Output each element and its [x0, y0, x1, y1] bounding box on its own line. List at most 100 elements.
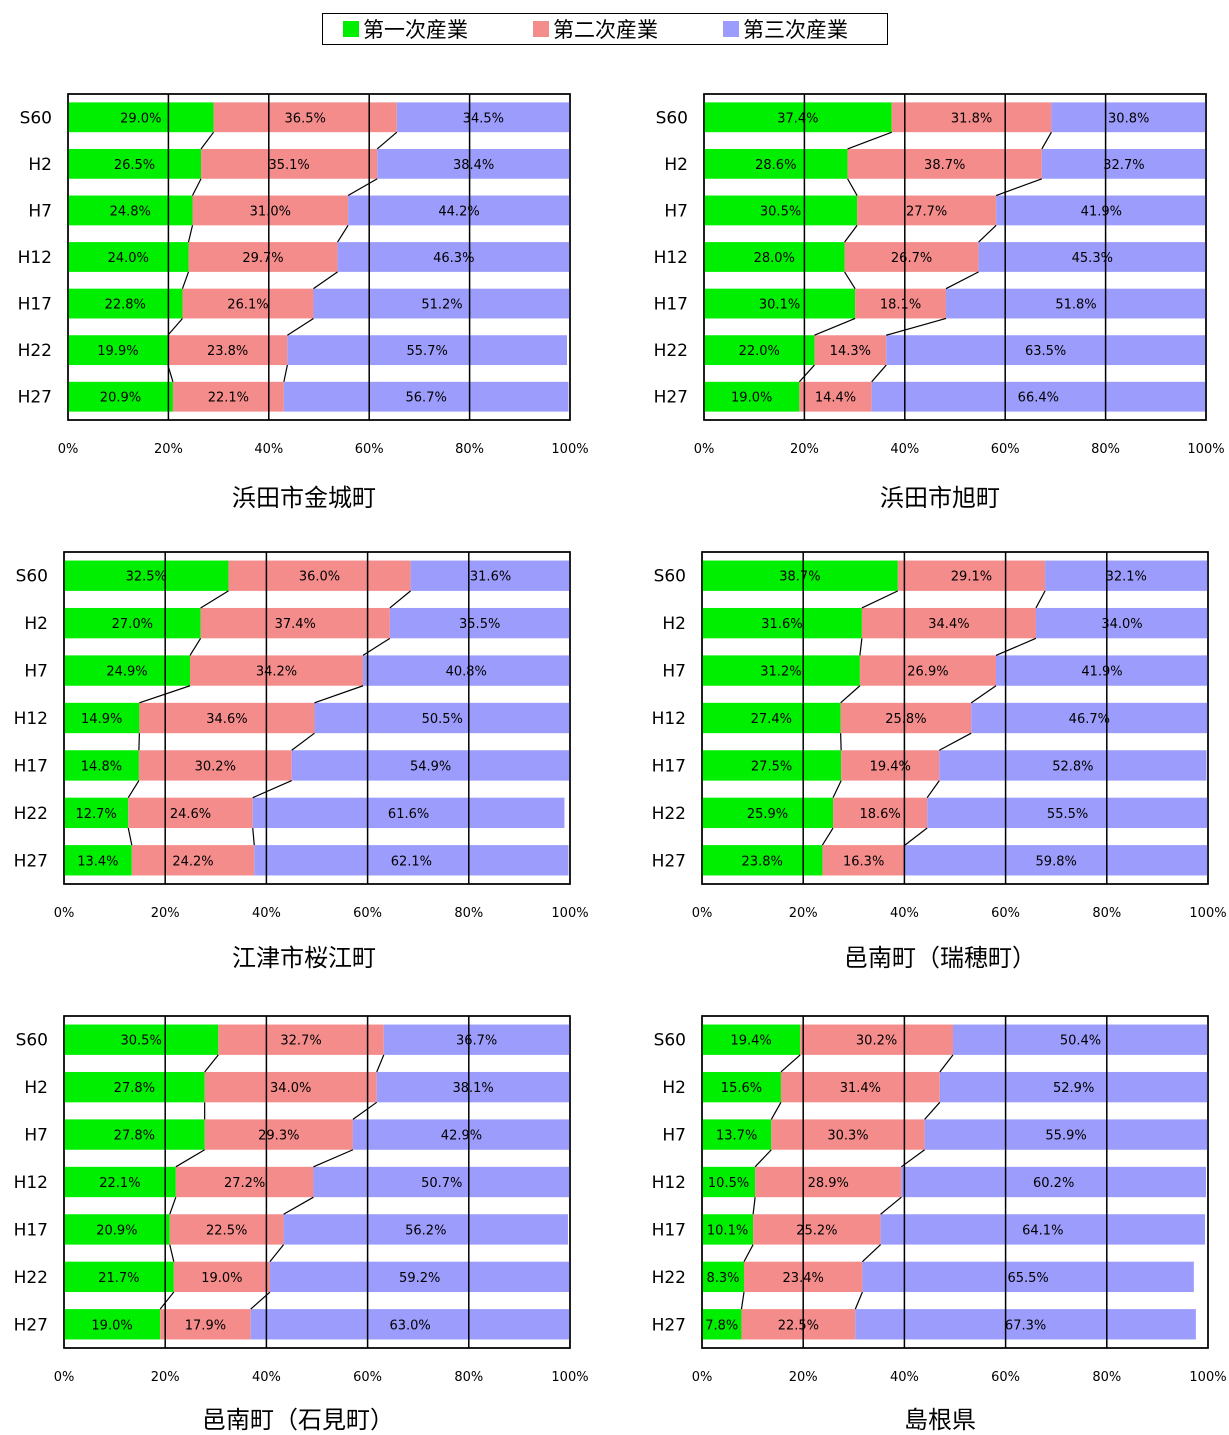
data-label-primary-H17: 30.1%	[759, 298, 800, 313]
data-label-primary-S60: 19.4%	[730, 1034, 771, 1049]
data-label-tertiary-H27: 66.4%	[1018, 391, 1059, 406]
bar-tertiary-H22	[287, 335, 567, 366]
bar-secondary-H7	[192, 195, 349, 226]
data-label-primary-H12: 14.9%	[81, 712, 122, 727]
data-label-secondary-H2: 38.7%	[924, 158, 965, 173]
bar-primary-H2	[64, 1071, 205, 1103]
data-label-secondary-S60: 36.5%	[285, 111, 326, 126]
data-label-tertiary-S60: 32.1%	[1106, 570, 1147, 585]
bar-secondary-S60	[800, 1024, 953, 1055]
bar-secondary-H22	[814, 335, 887, 366]
data-label-secondary-H2: 35.1%	[268, 158, 309, 173]
x-tick-label: 20%	[789, 1370, 818, 1385]
bar-secondary-H7	[859, 655, 996, 686]
bar-secondary-H27	[172, 381, 284, 412]
data-label-primary-H12: 24.0%	[108, 251, 149, 266]
connector-line	[175, 1149, 205, 1168]
category-label-H27: H27	[652, 1315, 686, 1335]
category-label-H12: H12	[652, 709, 686, 729]
connector-line	[926, 780, 940, 799]
data-label-secondary-H27: 16.3%	[843, 854, 884, 869]
bar-primary-H27	[64, 1309, 161, 1340]
bar-tertiary-H22	[252, 797, 565, 829]
bar-tertiary-H22	[269, 1261, 570, 1293]
data-label-tertiary-H27: 67.3%	[1005, 1318, 1046, 1333]
data-label-secondary-H7: 34.2%	[256, 665, 297, 680]
data-label-secondary-S60: 29.1%	[951, 570, 992, 585]
bar-primary-H7	[64, 655, 190, 686]
bar-primary-H2	[702, 1071, 781, 1103]
data-label-primary-H27: 19.0%	[731, 391, 772, 406]
data-label-secondary-H22: 14.3%	[830, 344, 871, 359]
category-label-H22: H22	[18, 341, 52, 361]
bar-tertiary-H2	[389, 607, 570, 639]
bar-tertiary-H17	[880, 1214, 1205, 1245]
data-label-secondary-H12: 34.6%	[206, 712, 247, 727]
connector-line	[314, 685, 364, 704]
bar-tertiary-H17	[291, 750, 570, 781]
connector-line	[252, 827, 255, 846]
x-tick-label: 0%	[694, 442, 715, 457]
bar-primary-H17	[64, 750, 139, 781]
data-label-tertiary-H2: 34.0%	[1101, 617, 1142, 632]
data-label-tertiary-H2: 32.7%	[1103, 158, 1144, 173]
data-label-tertiary-H17: 52.8%	[1052, 759, 1093, 774]
x-tick-label: 60%	[991, 906, 1020, 921]
data-label-tertiary-H2: 52.9%	[1053, 1081, 1094, 1096]
bar-tertiary-H17	[945, 288, 1206, 319]
bar-secondary-H2	[847, 148, 1042, 179]
x-tick-label: 80%	[1092, 906, 1121, 921]
bar-primary-S60	[64, 1024, 219, 1055]
data-label-tertiary-H2: 38.4%	[453, 158, 494, 173]
bar-primary-H22	[702, 797, 834, 829]
connector-line	[283, 1196, 314, 1215]
category-label-H17: H17	[18, 295, 52, 315]
data-label-secondary-H22: 23.8%	[207, 344, 248, 359]
connector-line	[138, 733, 140, 751]
legend-label-primary: 第一次産業	[363, 18, 468, 42]
connector-line	[840, 685, 861, 704]
data-label-primary-H2: 27.8%	[114, 1081, 155, 1096]
data-label-primary-H7: 24.8%	[110, 204, 151, 219]
data-label-tertiary-H17: 51.8%	[1055, 298, 1096, 313]
data-label-tertiary-S60: 36.7%	[456, 1034, 497, 1049]
bar-primary-H7	[702, 1119, 772, 1150]
bar-primary-H12	[64, 702, 140, 734]
connector-line	[904, 827, 928, 846]
x-tick-label: 20%	[790, 442, 819, 457]
bar-secondary-H27	[799, 381, 872, 412]
chart-mizuho: 38.7% 29.1% 32.1% S60 31.6% 34.4% 34.0% H2 31.2%…	[652, 551, 1227, 921]
x-tick-label: 80%	[1091, 442, 1120, 457]
connector-line	[252, 780, 292, 799]
x-tick-label: 100%	[1187, 442, 1224, 457]
x-tick-label: 100%	[551, 442, 588, 457]
connector-line	[200, 131, 215, 150]
connector-line	[995, 178, 1043, 197]
data-label-secondary-H2: 37.4%	[275, 617, 316, 632]
bar-secondary-H2	[204, 1071, 377, 1103]
connector-line	[389, 590, 411, 609]
data-label-tertiary-H7: 44.2%	[438, 204, 479, 219]
category-label-H7: H7	[24, 662, 48, 682]
data-label-tertiary-S60: 30.8%	[1108, 111, 1149, 126]
bar-primary-H12	[64, 1166, 176, 1198]
category-label-H2: H2	[664, 155, 688, 175]
bar-tertiary-H27	[283, 381, 569, 412]
x-tick-label: 0%	[692, 1370, 713, 1385]
legend: 第一次産業 第二次産業 第三次産業	[322, 13, 888, 45]
bar-primary-H2	[704, 148, 848, 179]
data-label-secondary-H7: 31.0%	[250, 204, 291, 219]
bar-tertiary-H12	[978, 242, 1206, 272]
category-label-H27: H27	[14, 851, 48, 871]
connector-line	[871, 364, 887, 383]
bar-secondary-H17	[841, 750, 940, 781]
category-label-H12: H12	[18, 248, 52, 268]
data-label-primary-H22: 19.9%	[97, 344, 138, 359]
bar-secondary-H7	[204, 1119, 353, 1150]
legend-swatch-tertiary	[723, 21, 739, 37]
data-label-tertiary-H7: 41.9%	[1081, 204, 1122, 219]
bar-tertiary-H17	[283, 1214, 568, 1245]
data-label-secondary-H12: 26.7%	[891, 251, 932, 266]
bar-primary-H17	[68, 288, 183, 319]
data-label-secondary-H2: 34.4%	[928, 617, 969, 632]
